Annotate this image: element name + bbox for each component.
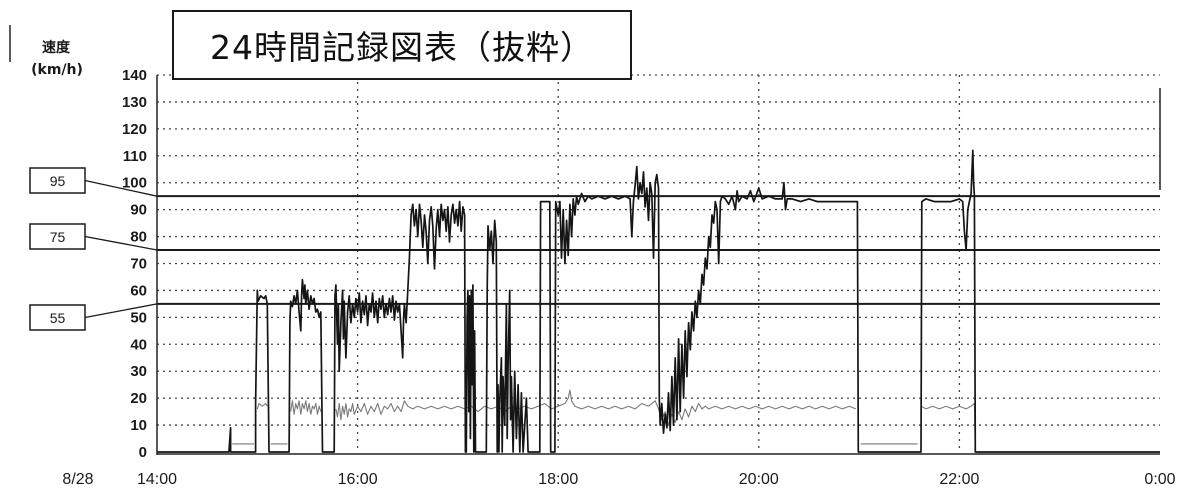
date-label: 8/28 (62, 471, 93, 488)
reference-leader-line (84, 235, 158, 251)
reference-label-box (29, 167, 86, 194)
reference-label: 55 (50, 310, 66, 326)
reference-leader-line (84, 179, 158, 197)
reference-label-box (29, 223, 86, 250)
y-tick-label: 130 (122, 94, 147, 111)
y-tick-label: 110 (123, 148, 147, 165)
gridlines (157, 74, 1160, 452)
y-tick-label: 50 (130, 309, 147, 326)
y-tick-label: 10 (130, 417, 147, 434)
y-tick-label: 80 (130, 229, 147, 246)
tick-labels: 0 10 20 30 40 50 60 70 80 90 100 110 120 130 140 14:00 1… (122, 67, 1176, 488)
y-tick-label: 120 (122, 121, 147, 138)
plot-frame (156, 75, 1161, 455)
x-tick-label: 22:00 (939, 471, 979, 488)
x-tick-label: 0:00 (1144, 471, 1175, 488)
y-tick-label: 140 (122, 67, 147, 84)
y-tick-label: 30 (130, 363, 147, 380)
reference-label-box (29, 304, 86, 331)
x-tick-label: 20:00 (739, 471, 779, 488)
y-axis-label: 速度 (42, 39, 71, 56)
y-tick-label: 100 (122, 175, 147, 192)
reference-lines: 95 75 55 (29, 167, 1160, 331)
series-line-2 (232, 389, 976, 453)
y-tick-label: 0 (139, 444, 147, 461)
y-axis-unit: (km/h) (31, 62, 83, 78)
x-tick-label: 14:00 (137, 471, 177, 488)
y-tick-label: 90 (130, 202, 147, 219)
y-tick-label: 70 (130, 256, 147, 273)
x-tick-label: 16:00 (338, 471, 378, 488)
y-tick-label: 40 (130, 336, 147, 353)
reference-leader-line (84, 303, 158, 319)
reference-label: 95 (50, 173, 66, 189)
y-tick-label: 60 (130, 282, 147, 299)
reference-label: 75 (50, 229, 66, 245)
plot-series (157, 149, 1160, 453)
x-tick-label: 18:00 (538, 471, 578, 488)
series-line-1 (157, 149, 1160, 453)
chart-title: 24時間記録図表（抜粋） (172, 10, 632, 80)
y-tick-label: 20 (130, 390, 147, 407)
